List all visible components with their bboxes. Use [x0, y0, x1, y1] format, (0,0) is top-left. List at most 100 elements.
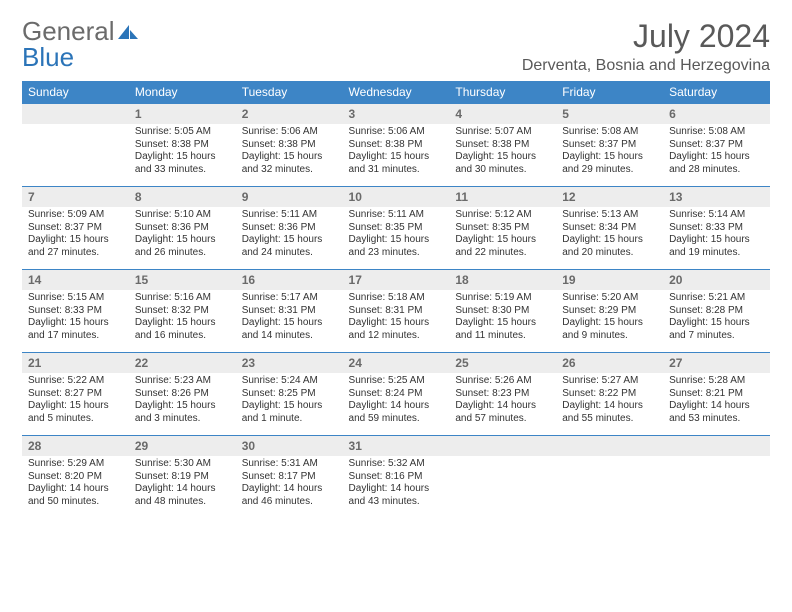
day-line: Daylight: 14 hours: [455, 400, 550, 413]
day-number: [449, 436, 556, 457]
day-content: Sunrise: 5:27 AMSunset: 8:22 PMDaylight:…: [556, 373, 663, 436]
day-line: Sunset: 8:36 PM: [135, 222, 230, 235]
day-line: Sunset: 8:16 PM: [349, 471, 444, 484]
day-line: Daylight: 15 hours: [28, 400, 123, 413]
day-line: and 5 minutes.: [28, 413, 123, 426]
day-number: 27: [663, 353, 770, 374]
day-line: Sunrise: 5:29 AM: [28, 458, 123, 471]
day-number-row: 123456: [22, 104, 770, 125]
day-line: and 46 minutes.: [242, 496, 337, 509]
day-content: Sunrise: 5:19 AMSunset: 8:30 PMDaylight:…: [449, 290, 556, 353]
day-line: Sunset: 8:23 PM: [455, 388, 550, 401]
weekday-header: Saturday: [663, 81, 770, 104]
weekday-header-row: SundayMondayTuesdayWednesdayThursdayFrid…: [22, 81, 770, 104]
day-line: Daylight: 15 hours: [455, 151, 550, 164]
day-content: Sunrise: 5:14 AMSunset: 8:33 PMDaylight:…: [663, 207, 770, 270]
day-number: 16: [236, 270, 343, 291]
day-number: [22, 104, 129, 125]
day-content: Sunrise: 5:25 AMSunset: 8:24 PMDaylight:…: [343, 373, 450, 436]
day-line: Sunrise: 5:11 AM: [349, 209, 444, 222]
day-line: Daylight: 15 hours: [135, 317, 230, 330]
day-line: Sunrise: 5:14 AM: [669, 209, 764, 222]
day-content: Sunrise: 5:23 AMSunset: 8:26 PMDaylight:…: [129, 373, 236, 436]
day-number: 21: [22, 353, 129, 374]
day-line: Sunset: 8:25 PM: [242, 388, 337, 401]
day-content: Sunrise: 5:05 AMSunset: 8:38 PMDaylight:…: [129, 124, 236, 187]
day-line: Daylight: 15 hours: [28, 234, 123, 247]
day-line: Sunrise: 5:26 AM: [455, 375, 550, 388]
day-line: Daylight: 15 hours: [669, 317, 764, 330]
day-line: Sunset: 8:20 PM: [28, 471, 123, 484]
day-line: and 33 minutes.: [135, 164, 230, 177]
day-line: and 31 minutes.: [349, 164, 444, 177]
day-number: 4: [449, 104, 556, 125]
day-line: Sunrise: 5:17 AM: [242, 292, 337, 305]
day-line: and 32 minutes.: [242, 164, 337, 177]
day-line: Sunrise: 5:23 AM: [135, 375, 230, 388]
day-content: [663, 456, 770, 518]
day-line: Sunrise: 5:11 AM: [242, 209, 337, 222]
day-line: Sunset: 8:38 PM: [455, 139, 550, 152]
day-line: Sunset: 8:38 PM: [135, 139, 230, 152]
day-line: and 24 minutes.: [242, 247, 337, 260]
day-number: 31: [343, 436, 450, 457]
logo-sail-icon: [117, 24, 139, 40]
day-line: Sunset: 8:38 PM: [349, 139, 444, 152]
day-line: and 19 minutes.: [669, 247, 764, 260]
day-content: Sunrise: 5:30 AMSunset: 8:19 PMDaylight:…: [129, 456, 236, 518]
day-number: 23: [236, 353, 343, 374]
day-line: Sunset: 8:17 PM: [242, 471, 337, 484]
day-line: Sunset: 8:37 PM: [28, 222, 123, 235]
day-line: Daylight: 15 hours: [562, 317, 657, 330]
day-line: Daylight: 15 hours: [135, 400, 230, 413]
day-line: Sunset: 8:28 PM: [669, 305, 764, 318]
day-line: and 7 minutes.: [669, 330, 764, 343]
day-content: Sunrise: 5:06 AMSunset: 8:38 PMDaylight:…: [236, 124, 343, 187]
weekday-header: Thursday: [449, 81, 556, 104]
day-line: and 14 minutes.: [242, 330, 337, 343]
day-content: [449, 456, 556, 518]
day-content-row: Sunrise: 5:29 AMSunset: 8:20 PM Daylight:…: [22, 456, 770, 518]
day-line: Sunrise: 5:25 AM: [349, 375, 444, 388]
day-line: Sunrise: 5:31 AM: [242, 458, 337, 471]
day-line: Daylight: 15 hours: [669, 234, 764, 247]
day-line: and 50 minutes.: [28, 496, 123, 509]
day-line: Daylight: 15 hours: [455, 234, 550, 247]
day-line: and 3 minutes.: [135, 413, 230, 426]
day-line: Sunrise: 5:13 AM: [562, 209, 657, 222]
day-line: Daylight: 14 hours: [242, 483, 337, 496]
day-line: Daylight: 15 hours: [562, 151, 657, 164]
day-number: 17: [343, 270, 450, 291]
day-line: Sunrise: 5:20 AM: [562, 292, 657, 305]
day-line: and 16 minutes.: [135, 330, 230, 343]
day-content: Sunrise: 5:07 AMSunset: 8:38 PMDaylight:…: [449, 124, 556, 187]
day-line: Sunrise: 5:12 AM: [455, 209, 550, 222]
day-content: Sunrise: 5:08 AMSunset: 8:37 PMDaylight:…: [663, 124, 770, 187]
day-content: Sunrise: 5:13 AMSunset: 8:34 PMDaylight:…: [556, 207, 663, 270]
day-number: 24: [343, 353, 450, 374]
day-line: Sunset: 8:22 PM: [562, 388, 657, 401]
day-number-row: 14151617181920: [22, 270, 770, 291]
day-line: Sunrise: 5:19 AM: [455, 292, 550, 305]
day-line: Sunset: 8:32 PM: [135, 305, 230, 318]
day-line: Daylight: 14 hours: [349, 483, 444, 496]
day-line: Daylight: 15 hours: [562, 234, 657, 247]
day-content: Sunrise: 5:11 AMSunset: 8:35 PMDaylight:…: [343, 207, 450, 270]
day-line: Sunset: 8:30 PM: [455, 305, 550, 318]
day-number: 10: [343, 187, 450, 208]
day-content: Sunrise: 5:32 AMSunset: 8:16 PMDaylight:…: [343, 456, 450, 518]
day-line: Sunset: 8:19 PM: [135, 471, 230, 484]
day-line: and 1 minute.: [242, 413, 337, 426]
day-line: Sunrise: 5:22 AM: [28, 375, 123, 388]
day-line: Sunset: 8:21 PM: [669, 388, 764, 401]
day-line: and 12 minutes.: [349, 330, 444, 343]
day-line: Sunrise: 5:16 AM: [135, 292, 230, 305]
day-content-row: Sunrise: 5:05 AMSunset: 8:38 PMDaylight:…: [22, 124, 770, 187]
day-line: Sunrise: 5:10 AM: [135, 209, 230, 222]
day-number: 28: [22, 436, 129, 457]
day-line: Daylight: 15 hours: [28, 317, 123, 330]
day-line: Sunset: 8:29 PM: [562, 305, 657, 318]
day-content-row: Sunrise: 5:09 AMSunset: 8:37 PMDaylight:…: [22, 207, 770, 270]
day-content: Sunrise: 5:24 AMSunset: 8:25 PMDaylight:…: [236, 373, 343, 436]
day-line: Sunset: 8:35 PM: [349, 222, 444, 235]
